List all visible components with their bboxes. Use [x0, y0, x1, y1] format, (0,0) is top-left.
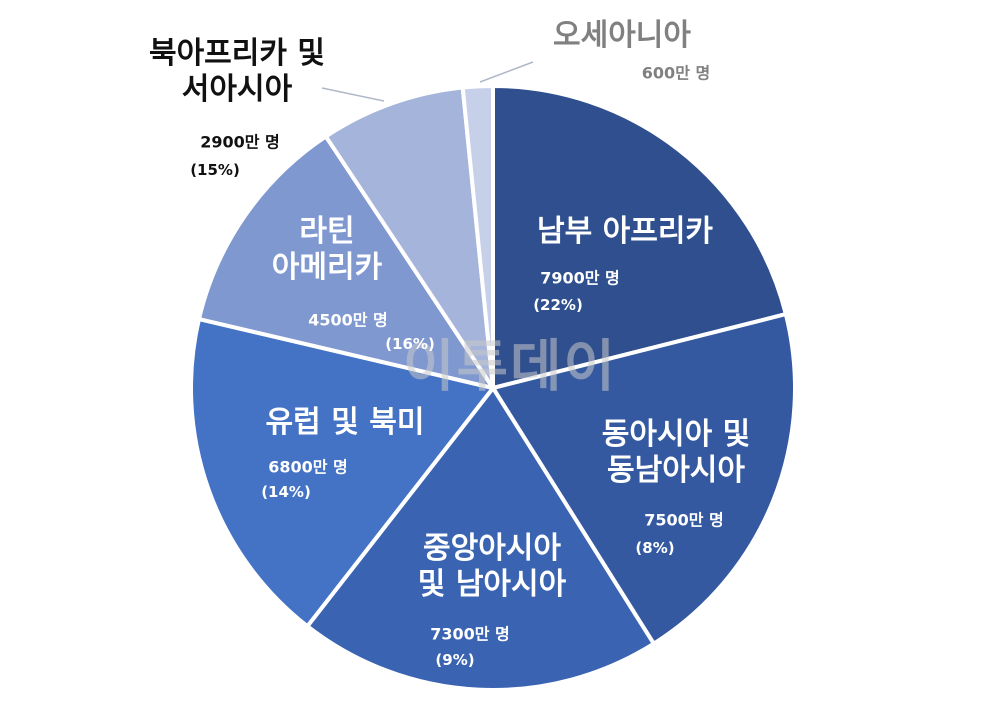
- percent-label: (9%): [435, 651, 475, 669]
- value-label: 6800만 명: [268, 457, 348, 477]
- leader-line: [321, 87, 385, 102]
- pie-slice: [460, 83, 495, 389]
- pie-slice: [323, 85, 495, 390]
- category-label: 오세아니아: [553, 18, 691, 53]
- watermark: 이투데이: [402, 334, 618, 400]
- category-label: 유럽 및 북미: [265, 405, 425, 440]
- pie-slice: [491, 83, 789, 391]
- category-label: 동아시아 및 동남아시아: [601, 417, 751, 488]
- value-label: 600만 명: [641, 63, 711, 83]
- value-label: 7300만 명: [430, 624, 510, 644]
- percent-label: (8%): [635, 539, 675, 557]
- pie-slice: [304, 384, 657, 692]
- value-label: 7900만 명: [540, 268, 620, 288]
- category-label: 라틴 아메리카: [271, 214, 383, 285]
- category-label: 중앙아시아 및 남아시아: [417, 531, 567, 602]
- leader-line: [479, 61, 534, 83]
- percent-label: (22%): [533, 296, 583, 314]
- percent-label: (16%): [385, 335, 435, 353]
- percent-label: (15%): [190, 161, 240, 179]
- value-label: 4500만 명: [308, 310, 388, 330]
- value-label: 7500만 명: [644, 510, 724, 530]
- pie-slice: [489, 311, 797, 647]
- category-label: 북아프리카 및 서아시아: [148, 36, 326, 107]
- percent-label: (14%): [261, 483, 311, 501]
- value-label: 2900만 명: [200, 132, 280, 152]
- pie-slice: [189, 316, 497, 630]
- category-label: 남부 아프리카: [536, 214, 714, 249]
- pie-slice: [196, 133, 498, 392]
